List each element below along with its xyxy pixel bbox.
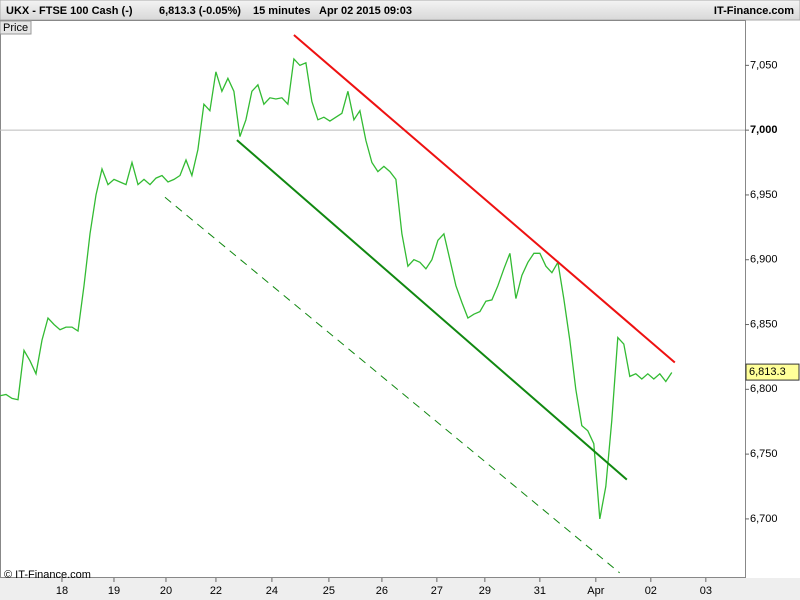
x-axis-band [0,578,800,600]
panel-label-box [0,20,32,35]
x-tick-label: 29 [479,585,491,597]
y-tick-label: 6,800 [750,383,778,395]
timestamp: Apr 02 2015 09:03 [319,5,412,17]
trend-line [236,139,628,481]
trend-line [164,196,620,574]
x-tick-label: 25 [323,585,335,597]
y-tick-label: 6,850 [750,318,778,330]
last-price-label: 6,813.3 [749,366,786,378]
x-tick-label: 20 [160,585,172,597]
trend-line [293,34,676,364]
x-tick-label: 26 [376,585,388,597]
y-tick-label: 6,950 [750,189,778,201]
brand: IT-Finance.com [714,5,794,17]
x-tick-label: 03 [700,585,712,597]
x-tick-label: 27 [431,585,443,597]
interval: 15 minutes [253,5,310,17]
x-tick-label: 02 [645,585,657,597]
x-tick-label: 18 [56,585,68,597]
y-tick-label: 6,700 [750,513,778,525]
x-tick-label: Apr [587,585,604,597]
y-tick-label: 6,750 [750,448,778,460]
x-tick-label: 24 [266,585,278,597]
y-tick-label: 6,900 [750,254,778,266]
panel-label: Price [3,22,28,34]
x-tick-label: 31 [534,585,546,597]
last-quote: 6,813.3 (-0.05%) [159,5,241,17]
y-tick-label: 7,000 [750,124,778,136]
plot-frame [0,20,746,578]
price-line [0,57,673,520]
symbol: UKX - FTSE 100 Cash (-) [6,5,133,17]
footer: © IT-Finance.com [4,569,91,581]
y-tick-label: 7,050 [750,59,778,71]
last-price-box [745,363,800,381]
x-tick-label: 19 [108,585,120,597]
x-tick-label: 22 [210,585,222,597]
